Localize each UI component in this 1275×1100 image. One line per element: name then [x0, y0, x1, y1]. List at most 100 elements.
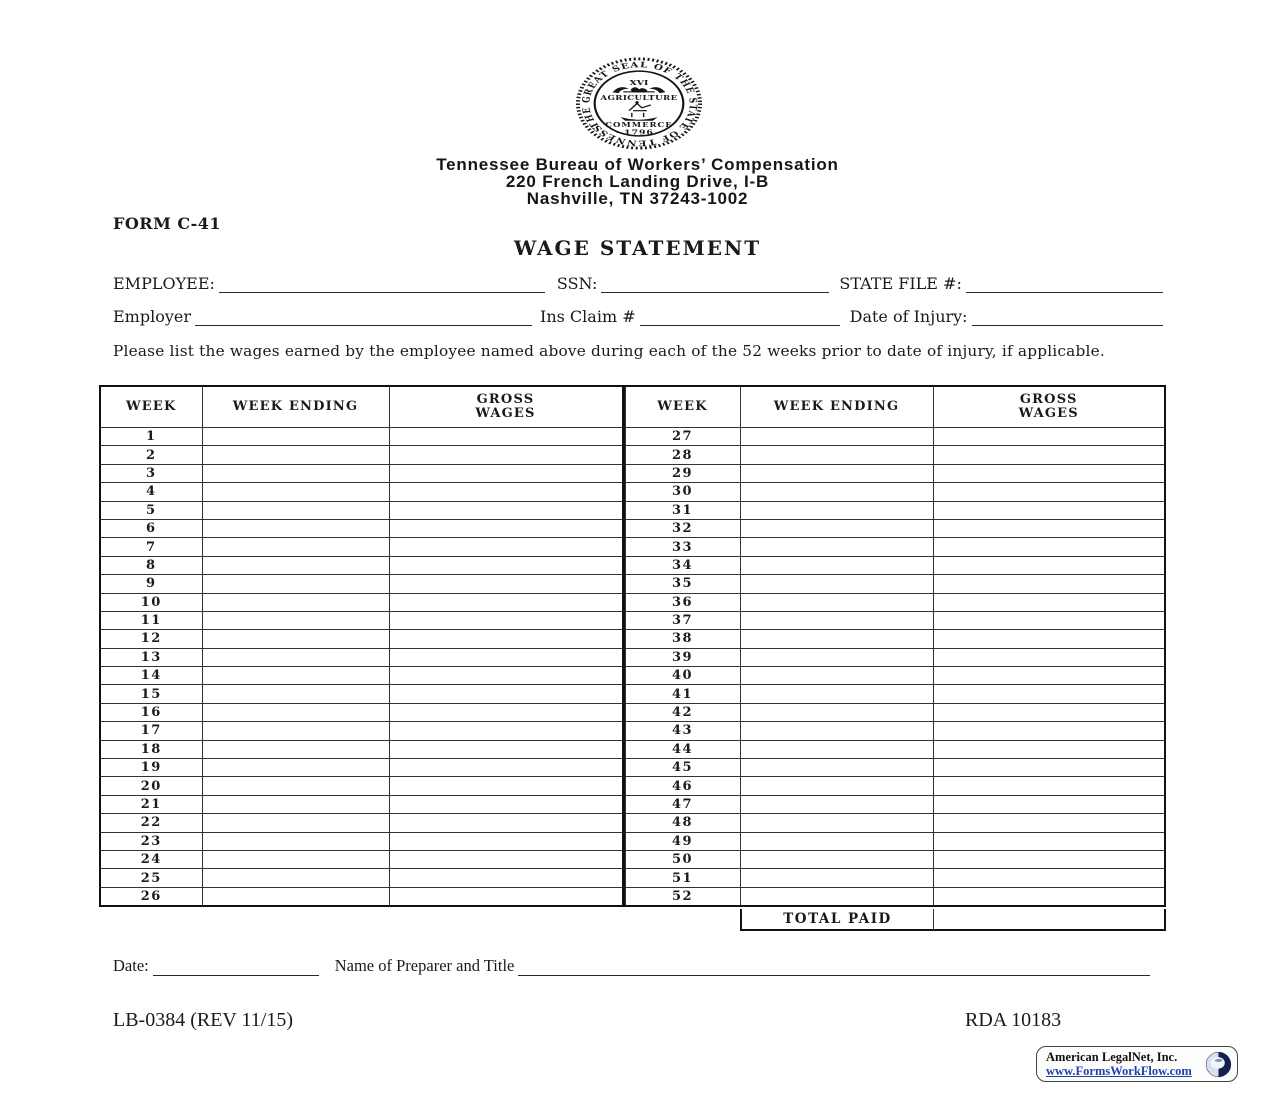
gross-wages-column-header: GROSS WAGES	[388, 385, 624, 428]
week-ending-cell	[201, 721, 390, 741]
week-column-header: WEEK	[99, 385, 203, 428]
wage-row: 28	[624, 445, 1166, 465]
week-ending-cell	[201, 739, 390, 760]
week-number: 10	[99, 592, 203, 612]
seal-boat-art	[620, 112, 658, 121]
gross-wages-column-header: GROSS WAGES	[932, 385, 1166, 428]
gross-wages-cell	[932, 629, 1166, 649]
week-number: 47	[624, 794, 741, 815]
week-number: 18	[99, 739, 203, 760]
week-number: 52	[624, 886, 741, 907]
seal-outer-dotted-ring	[575, 57, 703, 150]
wage-row: 34	[624, 555, 1166, 576]
week-number: 41	[624, 684, 741, 704]
wage-row: 42	[624, 702, 1166, 723]
wage-row: 52	[624, 886, 1166, 907]
gross-wages-cell	[932, 794, 1166, 815]
week-ending-cell	[201, 500, 390, 520]
week-ending-cell	[201, 629, 390, 649]
week-ending-cell	[739, 555, 934, 576]
week-number: 15	[99, 684, 203, 704]
wage-row: 19	[99, 758, 624, 778]
week-number: 6	[99, 518, 203, 539]
week-ending-cell	[201, 537, 390, 557]
week-ending-cell	[739, 886, 934, 907]
week-number: 50	[624, 849, 741, 870]
ssn-label: SSN:	[556, 274, 598, 293]
gross-wages-cell	[388, 426, 624, 447]
wage-table-weeks-1-26: WEEK WEEK ENDING GROSS WAGES 1 2 3 4 5 6 7 8 9 10…	[99, 385, 625, 908]
ins-claim-label: Ins Claim #	[540, 307, 636, 326]
week-ending-cell	[201, 647, 390, 668]
gross-wages-cell	[388, 555, 624, 576]
wage-row: 39	[624, 647, 1166, 668]
seal-roman-numeral: XVI	[630, 78, 649, 86]
gross-wages-cell	[932, 518, 1166, 539]
gross-wages-cell	[932, 592, 1166, 612]
formsworkflow-link[interactable]: www.FormsWorkFlow.com	[1046, 1064, 1192, 1078]
gross-wages-cell	[932, 537, 1166, 557]
wage-row: 44	[624, 739, 1166, 760]
week-ending-cell	[739, 794, 934, 815]
wage-row: 13	[99, 647, 624, 668]
gross-wages-cell	[388, 592, 624, 612]
week-ending-cell	[201, 574, 390, 594]
employee-field-row: EMPLOYEE: SSN: STATE FILE #:	[113, 274, 1163, 293]
week-ending-cell	[201, 684, 390, 704]
gross-wages-cell	[388, 886, 624, 907]
gross-wages-cell	[388, 702, 624, 723]
week-ending-column-header: WEEK ENDING	[201, 385, 390, 428]
wage-row: 17	[99, 721, 624, 741]
week-number: 39	[624, 647, 741, 668]
gross-wages-cell	[932, 666, 1166, 686]
week-number: 26	[99, 886, 203, 907]
gross-wages-cell	[932, 482, 1166, 502]
week-ending-cell	[739, 758, 934, 778]
seal-commerce-label: COMMERCE	[605, 121, 672, 129]
signature-row: Date: Name of Preparer and Title	[113, 956, 1150, 976]
gross-wages-cell	[388, 666, 624, 686]
agency-address-line1: 220 French Landing Drive, I-B	[505, 172, 770, 191]
week-ending-cell	[739, 574, 934, 594]
date-of-injury-field	[971, 307, 1163, 326]
table-header-row: WEEK WEEK ENDING GROSS WAGES	[99, 385, 624, 428]
week-ending-cell	[201, 702, 390, 723]
gross-wages-cell	[932, 739, 1166, 760]
gross-wages-cell	[388, 831, 624, 851]
wage-row: 12	[99, 629, 624, 649]
wage-row: 7	[99, 537, 624, 557]
date-field	[152, 957, 319, 976]
week-number: 45	[624, 758, 741, 778]
date-label: Date:	[113, 956, 149, 975]
gross-wages-cell	[932, 445, 1166, 465]
wage-table-zone: WEEK WEEK ENDING GROSS WAGES 1 2 3 4 5 6 7 8 9 10…	[99, 385, 1166, 931]
week-ending-cell	[739, 684, 934, 704]
week-number: 21	[99, 794, 203, 815]
wage-row: 45	[624, 758, 1166, 778]
gross-wages-cell	[932, 813, 1166, 833]
employer-field	[195, 307, 532, 326]
week-number: 25	[99, 868, 203, 888]
wage-row: 8	[99, 555, 624, 576]
week-number: 33	[624, 537, 741, 557]
week-ending-cell	[739, 831, 934, 851]
week-ending-cell	[739, 592, 934, 612]
week-ending-cell	[739, 813, 934, 833]
week-ending-cell	[201, 831, 390, 851]
wage-row: 4	[99, 482, 624, 502]
week-ending-cell	[739, 702, 934, 723]
week-ending-cell	[201, 592, 390, 612]
table-header-row: WEEK WEEK ENDING GROSS WAGES	[624, 385, 1166, 428]
week-ending-column-header: WEEK ENDING	[739, 385, 934, 428]
gross-wages-cell	[932, 721, 1166, 741]
seal-agriculture-label: AGRICULTURE	[599, 94, 677, 102]
wage-row: 6	[99, 518, 624, 539]
preparer-label: Name of Preparer and Title	[334, 956, 515, 975]
wage-row: 48	[624, 813, 1166, 833]
week-number: 37	[624, 610, 741, 631]
wage-row: 24	[99, 849, 624, 870]
wage-row: 5	[99, 500, 624, 520]
week-ending-cell	[739, 868, 934, 888]
gross-wages-cell	[932, 500, 1166, 520]
svg-text:THE GREAT SEAL OF THE STATE OF: THE GREAT SEAL OF THE STATE OF TENNESSEE	[574, 56, 704, 151]
